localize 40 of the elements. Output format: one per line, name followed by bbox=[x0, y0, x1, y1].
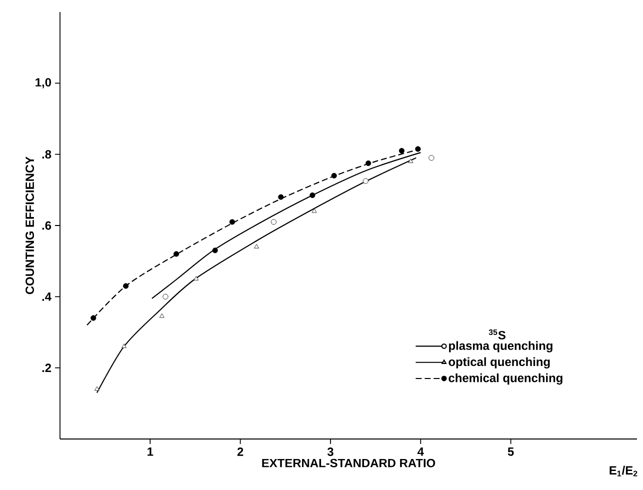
point bbox=[366, 160, 372, 166]
point bbox=[398, 148, 404, 154]
legend-label: chemical quenching bbox=[448, 373, 562, 385]
point bbox=[174, 251, 180, 257]
point bbox=[123, 283, 129, 289]
point bbox=[159, 313, 164, 318]
legend-title: $^{35}$S bbox=[488, 329, 506, 340]
point bbox=[94, 386, 100, 391]
point bbox=[415, 146, 421, 152]
point bbox=[310, 192, 316, 198]
point bbox=[212, 248, 218, 254]
point bbox=[90, 315, 96, 321]
point bbox=[312, 208, 317, 213]
point bbox=[408, 158, 414, 163]
x-tick-label: 1 bbox=[148, 448, 154, 456]
y-tick-label: 1,0 bbox=[36, 78, 52, 88]
x-axis-title: EXTERNAL-STANDARD RATIO bbox=[262, 458, 436, 468]
legend-label: optical quenching bbox=[448, 357, 550, 368]
y-tick-label: .4 bbox=[42, 292, 52, 301]
point bbox=[278, 194, 284, 200]
y-tick-label: .8 bbox=[42, 150, 52, 159]
y-axis-title: COUNTING EFFICIENCY bbox=[26, 156, 34, 294]
point bbox=[270, 219, 276, 225]
point bbox=[428, 155, 434, 161]
x-tick-label: 4 bbox=[417, 448, 424, 456]
x-tick-label: 2 bbox=[237, 448, 244, 456]
line-series bbox=[96, 157, 417, 394]
point bbox=[194, 276, 199, 280]
x-tick-label: 3 bbox=[327, 448, 334, 456]
point bbox=[362, 178, 368, 184]
point bbox=[122, 344, 126, 348]
point bbox=[331, 172, 337, 178]
y-tick-label: .6 bbox=[42, 221, 52, 230]
text: E$_{1}$/E$_{2}$ bbox=[610, 466, 638, 476]
point bbox=[254, 244, 259, 248]
point bbox=[162, 294, 168, 300]
x-tick-label: 5 bbox=[508, 448, 514, 456]
legend-label: plasma quenching bbox=[449, 341, 552, 352]
y-tick-label: .2 bbox=[42, 364, 52, 372]
point bbox=[229, 219, 235, 225]
